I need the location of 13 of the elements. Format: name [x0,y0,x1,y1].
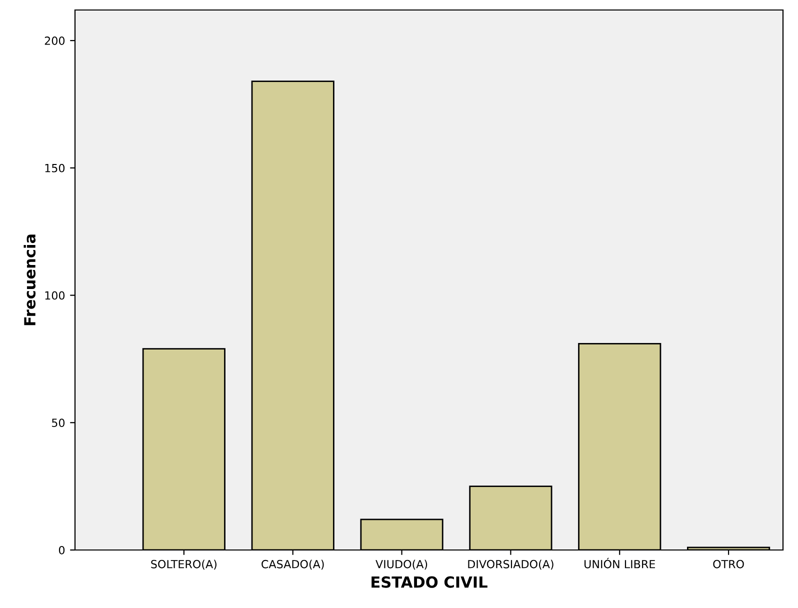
y-tick-label: 100 [45,291,65,300]
x-tick-label: VIUDO(A) [376,560,428,570]
x-tick-label: OTRO [713,560,744,568]
x-axis-title: ESTADO CIVIL [372,576,488,588]
x-tick-label: SOLTERO(A) [151,560,216,570]
y-axis-title: Frecuencia [24,234,36,326]
x-tick-label: UNIÓN LIBRE [584,558,655,568]
y-tick-label: 50 [52,418,65,428]
y-tick-label: 150 [45,164,65,172]
x-tick-label: DIVORSIADO(A) [468,560,554,570]
y-tick-label: 200 [44,36,65,45]
x-tick-label: CASADO(A) [262,560,324,570]
y-tick-label: 0 [58,546,65,554]
